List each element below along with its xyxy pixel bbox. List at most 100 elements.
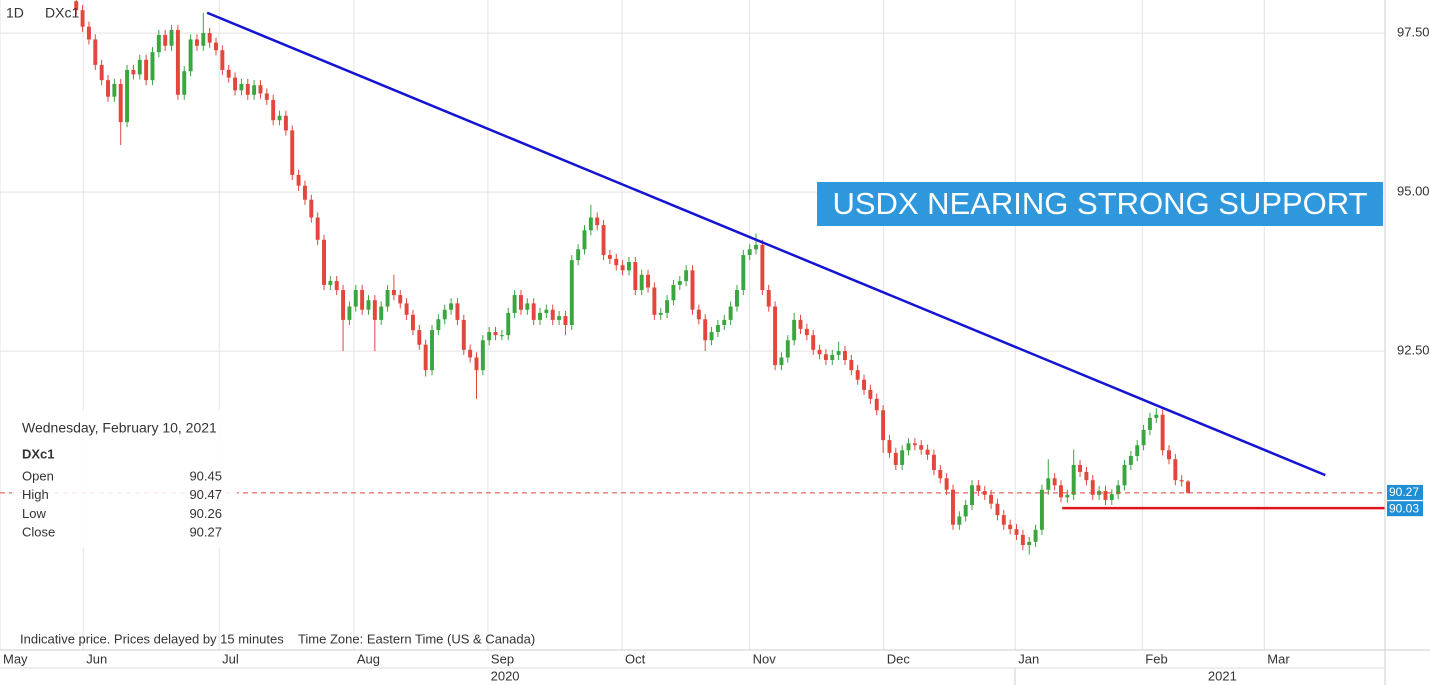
x-tick-label: May bbox=[3, 651, 28, 666]
info-panel-bg bbox=[12, 410, 237, 548]
info-panel: Wednesday, February 10, 2021 DXc1 Open 90… bbox=[12, 410, 237, 548]
candle-body bbox=[601, 225, 606, 256]
candle-body bbox=[544, 309, 549, 313]
candle-body bbox=[499, 335, 504, 337]
candle-body bbox=[855, 370, 860, 380]
candle-body bbox=[703, 319, 708, 341]
x-tick-label: Mar bbox=[1267, 651, 1290, 666]
candle-body bbox=[283, 115, 288, 131]
candle-body bbox=[296, 174, 301, 186]
candle-body bbox=[1001, 515, 1006, 525]
candle-body bbox=[652, 287, 657, 315]
candle-body bbox=[1033, 529, 1038, 542]
candle-body bbox=[493, 331, 498, 336]
candle-body bbox=[715, 325, 720, 332]
candle-body bbox=[1173, 459, 1178, 481]
candle-body bbox=[506, 312, 511, 336]
year-label: 2021 bbox=[1208, 668, 1237, 683]
x-tick-label: Sep bbox=[491, 651, 514, 666]
candle-body bbox=[1078, 464, 1083, 472]
candle-body bbox=[118, 83, 123, 123]
interval: 1D bbox=[6, 5, 24, 21]
x-tick-label: Dec bbox=[887, 651, 911, 666]
candle-body bbox=[836, 351, 841, 355]
candle-body bbox=[1141, 429, 1146, 446]
candle-body bbox=[760, 244, 765, 291]
y-tick-label: 97.50 bbox=[1397, 25, 1430, 40]
candle-body bbox=[334, 281, 339, 291]
symbol: DXc1 bbox=[45, 5, 79, 21]
x-tick-label: Nov bbox=[753, 651, 777, 666]
info-value: 90.27 bbox=[189, 525, 222, 540]
x-tick-label: Aug bbox=[357, 651, 380, 666]
candle-body bbox=[93, 39, 98, 65]
candle-body bbox=[582, 230, 587, 250]
candle-body bbox=[944, 478, 949, 490]
candle-body bbox=[1103, 490, 1108, 500]
candle-body bbox=[938, 470, 943, 479]
candle-body bbox=[436, 319, 441, 331]
info-label: Open bbox=[22, 468, 54, 483]
candle-body bbox=[671, 284, 676, 301]
candle-body bbox=[970, 485, 975, 505]
candle-body bbox=[1059, 485, 1063, 498]
candle-body bbox=[226, 69, 231, 78]
candle-body bbox=[80, 10, 85, 27]
candle-body bbox=[754, 244, 759, 250]
candle-body bbox=[220, 50, 225, 70]
candle-body bbox=[843, 351, 847, 360]
footnote: Indicative price. Prices delayed by 15 m… bbox=[20, 631, 535, 646]
candle-body bbox=[887, 440, 892, 453]
candle-body bbox=[315, 217, 320, 240]
candle-body bbox=[1052, 478, 1057, 486]
candle-body bbox=[518, 295, 523, 310]
candle-body bbox=[391, 290, 396, 296]
candle-body bbox=[175, 29, 180, 95]
overlays: 90.27 90.03 bbox=[0, 11, 1423, 517]
candle-body bbox=[252, 85, 257, 95]
candle-body bbox=[322, 239, 326, 285]
candle-body bbox=[900, 450, 905, 465]
candle-body bbox=[550, 309, 555, 320]
candle-body bbox=[385, 290, 390, 307]
candle-body bbox=[131, 69, 136, 75]
candle-body bbox=[779, 357, 784, 366]
candle-body bbox=[823, 354, 828, 360]
candle-body bbox=[487, 331, 492, 341]
candle-body bbox=[931, 454, 936, 471]
candle-body bbox=[423, 344, 428, 371]
candle-body bbox=[347, 306, 352, 320]
candle-body bbox=[468, 349, 473, 358]
candle-body bbox=[449, 303, 454, 310]
candle-body bbox=[830, 354, 835, 360]
candle-body bbox=[798, 319, 803, 329]
candle-body bbox=[290, 130, 295, 175]
candle-body bbox=[595, 217, 600, 226]
candle-body bbox=[690, 270, 695, 310]
candle-body bbox=[169, 29, 174, 46]
candle-body bbox=[328, 281, 333, 285]
candle-body bbox=[182, 71, 187, 95]
candle-body bbox=[201, 33, 206, 46]
y-tick-label: 95.00 bbox=[1397, 184, 1430, 199]
candle-body bbox=[989, 494, 994, 504]
candle-body bbox=[728, 306, 733, 320]
candle-body bbox=[106, 80, 110, 97]
candle-body bbox=[951, 489, 955, 525]
candle-body bbox=[455, 303, 460, 320]
candle-body bbox=[188, 39, 193, 72]
candle-body bbox=[277, 115, 282, 121]
candle-body bbox=[302, 185, 307, 200]
candle-body bbox=[684, 270, 689, 282]
candle-body bbox=[531, 303, 536, 320]
candle-body bbox=[525, 303, 530, 310]
candle-body bbox=[766, 290, 771, 307]
y-tick-label: 92.50 bbox=[1397, 343, 1430, 358]
annotation: USDX NEARING STRONG SUPPORT bbox=[832, 186, 1367, 221]
candle-body bbox=[1154, 414, 1159, 418]
candle-body bbox=[963, 504, 968, 517]
candle-body bbox=[646, 274, 650, 288]
candle-body bbox=[747, 249, 752, 256]
